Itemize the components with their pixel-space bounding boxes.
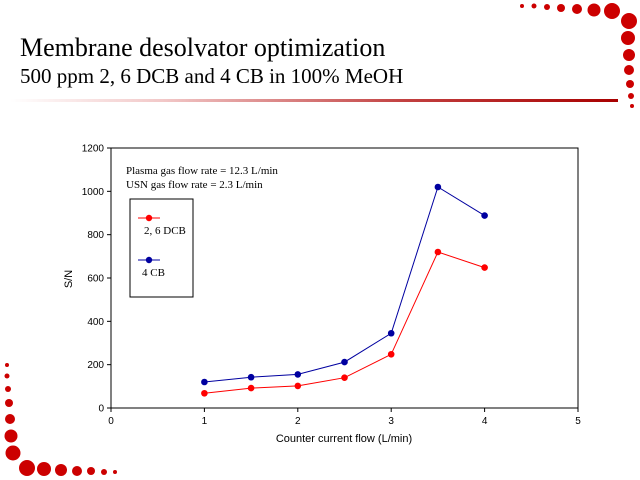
series-layer (201, 183, 488, 397)
data-point-cb (481, 212, 488, 219)
y-axis-label: S/N (63, 270, 75, 288)
x-tick-label: 3 (388, 416, 394, 427)
y-tick-label: 800 (87, 230, 104, 241)
annotation-usn-gas: USN gas flow rate = 2.3 L/min (126, 179, 263, 191)
y-tick-label: 400 (87, 317, 104, 328)
x-tick-label: 0 (108, 416, 114, 427)
data-point-cb (341, 358, 348, 366)
y-tick-label: 1200 (82, 144, 105, 155)
y-tick-label: 1000 (82, 187, 105, 198)
x-tick-label: 1 (202, 416, 208, 427)
legend-marker-dcb (145, 214, 153, 222)
data-point-dcb (341, 374, 348, 381)
series-line-cb (204, 186, 485, 383)
x-axis-ticks: 0 1 2 3 4 5 (108, 408, 581, 427)
legend-label-cb: 4 CB (142, 267, 165, 279)
y-tick-label: 200 (87, 360, 104, 371)
data-point-dcb (294, 382, 302, 390)
legend-marker-cb (145, 256, 153, 264)
data-point-cb (434, 183, 442, 191)
y-tick-label: 600 (87, 274, 104, 285)
slide-title: Membrane desolvator optimization (20, 33, 386, 62)
legend: 2, 6 DCB 4 CB (129, 198, 194, 298)
title-divider (10, 99, 618, 102)
data-point-dcb (481, 264, 488, 271)
data-point-dcb (247, 384, 255, 392)
data-point-dcb (201, 389, 208, 397)
slide-subtitle: 500 ppm 2, 6 DCB and 4 CB in 100% MeOH (20, 64, 404, 88)
data-point-cb (387, 329, 395, 337)
data-point-cb (247, 373, 255, 381)
y-tick-label: 0 (98, 404, 104, 415)
x-axis-label: Counter current flow (L/min) (276, 433, 412, 445)
y-axis-ticks: 0 200 400 600 800 1000 1200 (82, 144, 111, 415)
series-line-dcb (204, 251, 485, 394)
legend-box (129, 198, 194, 298)
data-point-dcb (434, 248, 442, 256)
x-tick-label: 4 (482, 416, 488, 427)
x-tick-label: 5 (575, 416, 581, 427)
legend-label-dcb: 2, 6 DCB (144, 225, 186, 237)
x-tick-label: 2 (295, 416, 301, 427)
data-point-dcb (387, 350, 395, 358)
data-point-cb (294, 371, 302, 378)
annotation-plasma-gas: Plasma gas flow rate = 12.3 L/min (126, 165, 278, 177)
data-point-cb (201, 378, 208, 386)
